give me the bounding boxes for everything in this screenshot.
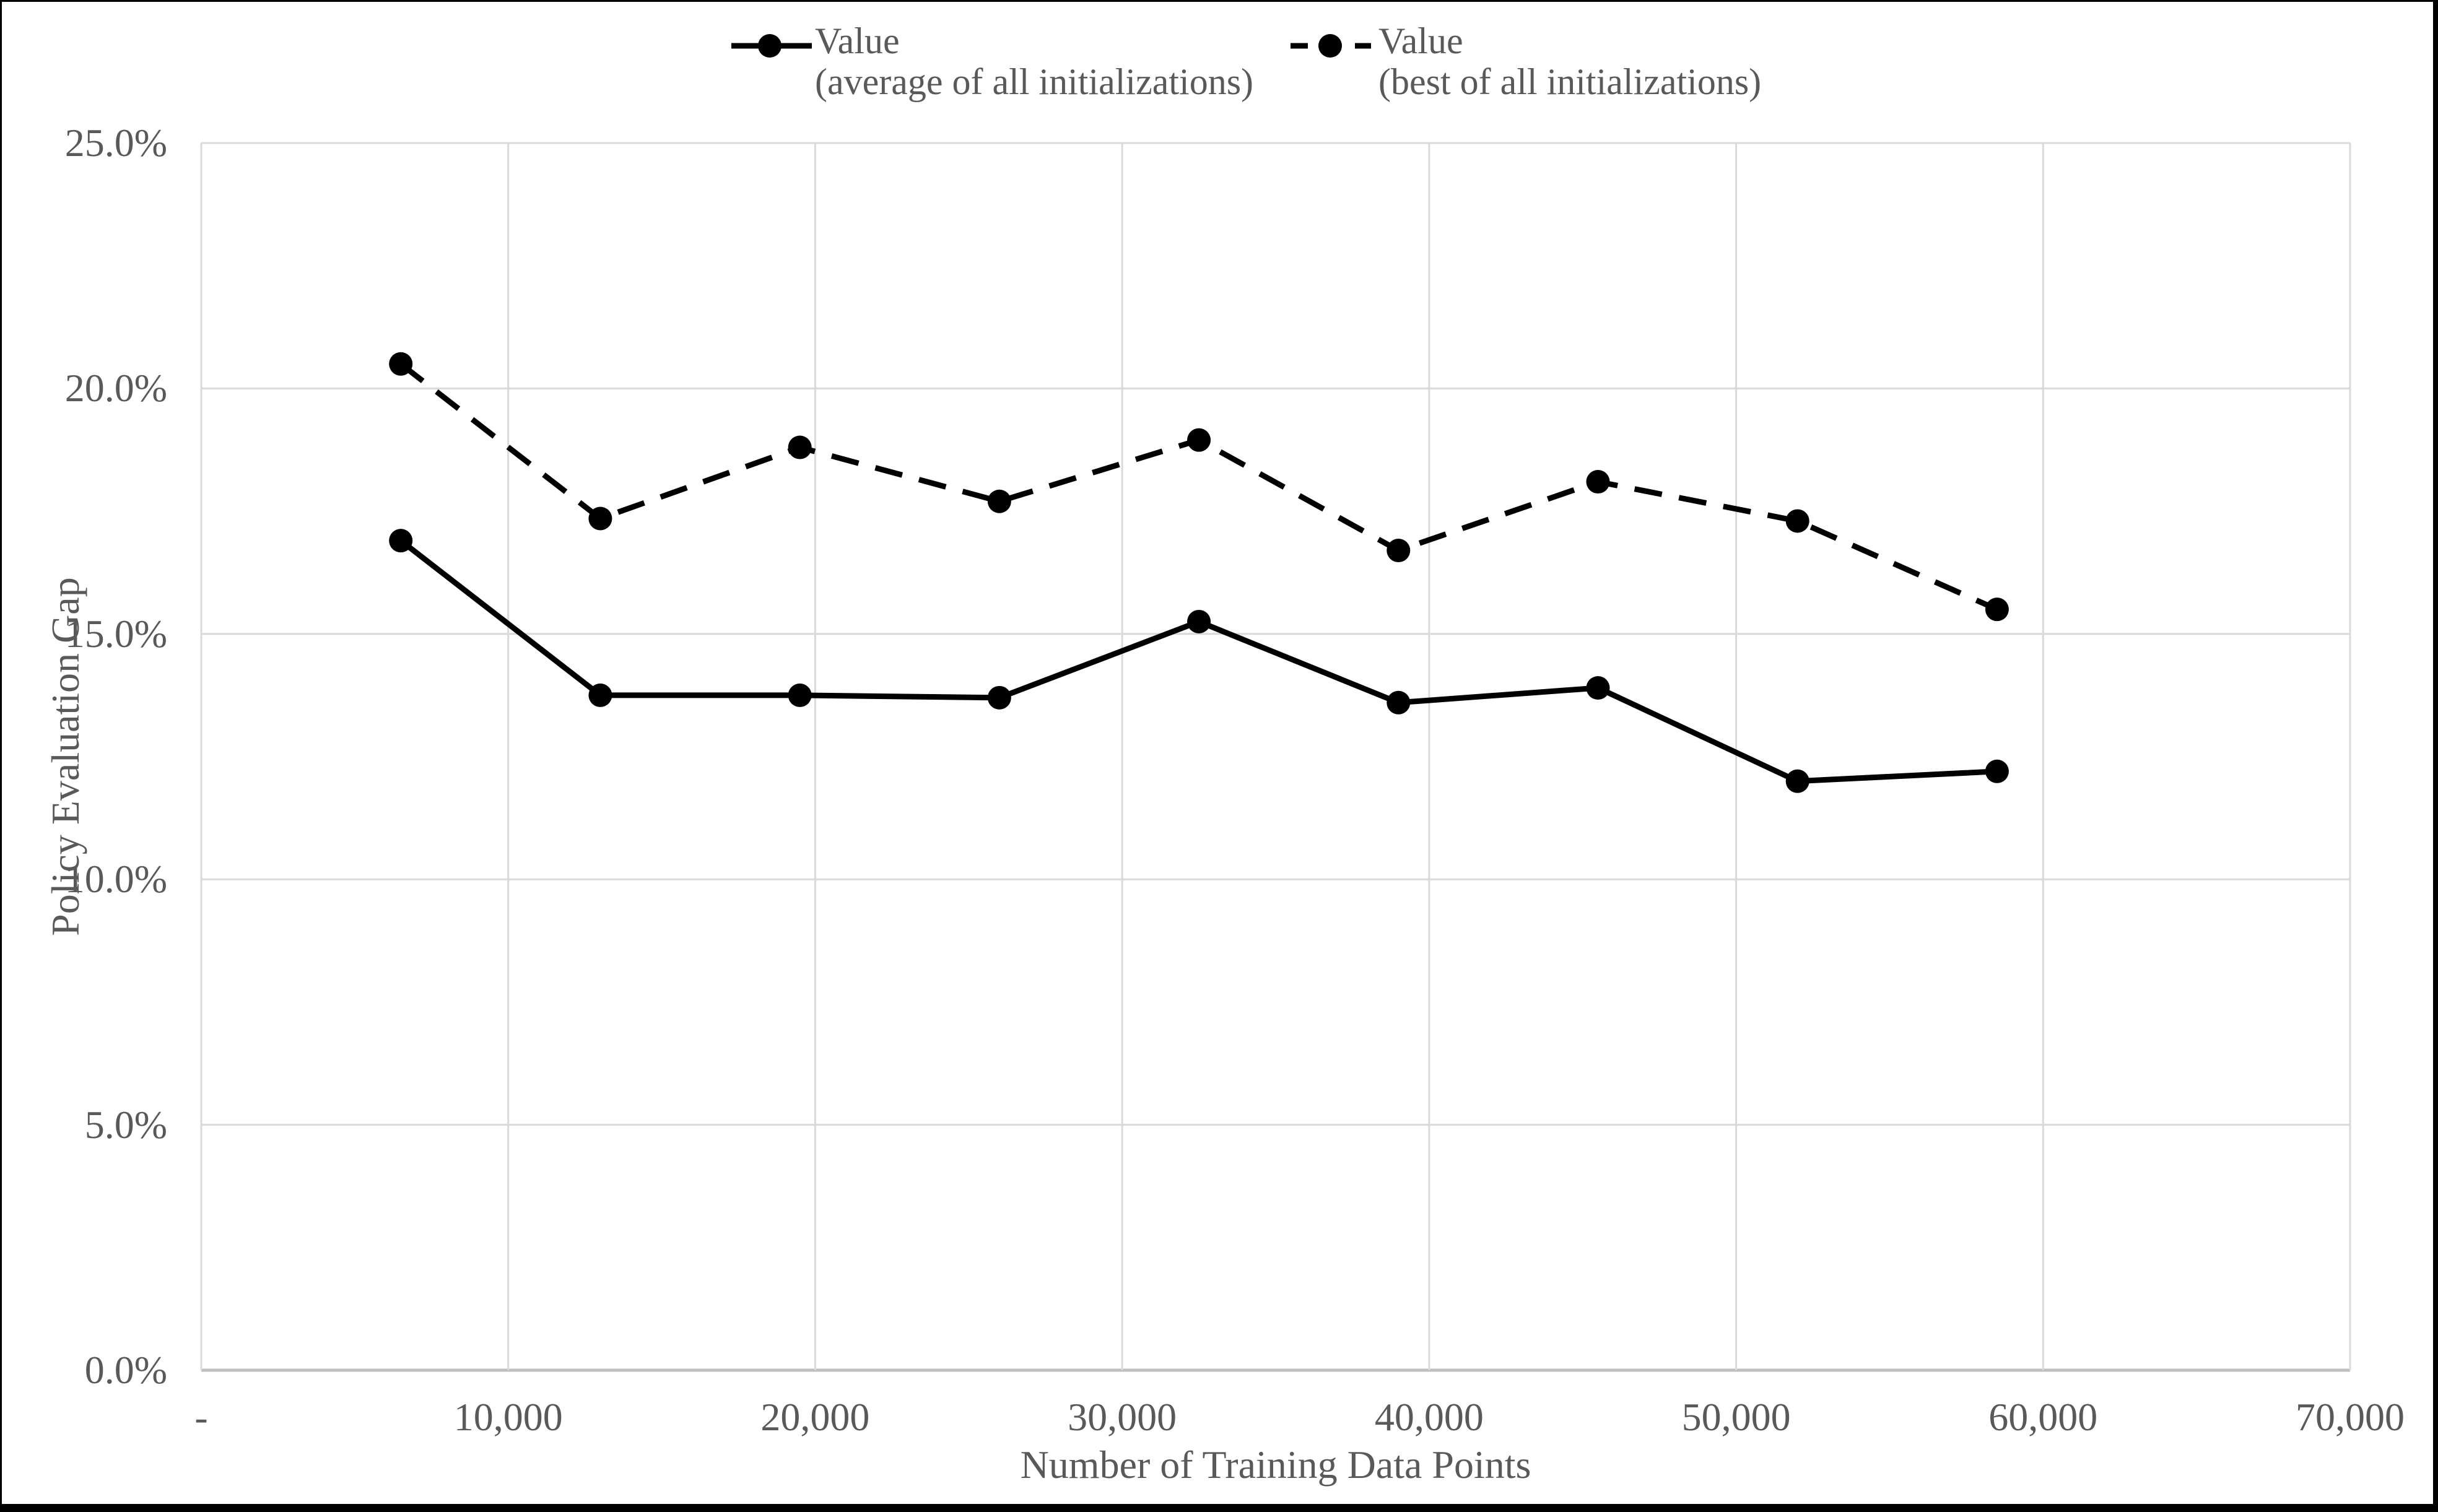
x-tick-label: 30,000 [1068, 1395, 1177, 1439]
legend-label-line2: (average of all initializations) [815, 61, 1254, 102]
data-point [588, 683, 612, 707]
legend-label-line1: Value [1378, 20, 1463, 61]
data-point [1387, 539, 1411, 563]
data-point [1387, 690, 1411, 715]
data-point [1187, 609, 1211, 633]
y-tick-label: 0.0% [84, 1348, 167, 1392]
legend-label-line2: (best of all initializations) [1378, 61, 1762, 102]
data-point [1785, 769, 1809, 793]
x-tick-label: 10,000 [453, 1395, 563, 1439]
data-point [1586, 676, 1610, 700]
data-point [1586, 470, 1610, 494]
data-point [1985, 597, 2009, 622]
data-point [987, 685, 1011, 710]
y-tick-label: 10.0% [64, 857, 167, 902]
data-point [1785, 509, 1809, 533]
y-tick-label: 25.0% [64, 121, 167, 165]
legend-label-line1: Value [815, 20, 900, 61]
data-point [588, 506, 612, 531]
data-point [788, 435, 812, 459]
data-point [1187, 428, 1211, 452]
x-tick-label: 60,000 [1988, 1395, 2098, 1439]
y-tick-label: 15.0% [64, 611, 167, 656]
x-tick-label: 20,000 [760, 1395, 870, 1439]
data-point [1985, 759, 2009, 783]
y-tick-label: 5.0% [84, 1102, 167, 1147]
series-line-solid [399, 538, 1998, 784]
x-tick-label: 50,000 [1681, 1395, 1791, 1439]
y-tick-label: 20.0% [64, 366, 167, 411]
x-axis-title: Number of Training Data Points [1020, 1443, 1531, 1487]
series-line-dashed [399, 362, 1998, 612]
data-point [389, 529, 413, 553]
x-tick-label: - [194, 1395, 208, 1439]
dashed-line-marker-icon [1291, 34, 1371, 58]
solid-line-marker-icon [731, 34, 812, 58]
data-point [389, 352, 413, 376]
x-tick-label: 70,000 [2296, 1395, 2405, 1439]
data-point [987, 489, 1011, 513]
data-point [788, 683, 812, 707]
x-tick-label: 40,000 [1374, 1395, 1484, 1439]
